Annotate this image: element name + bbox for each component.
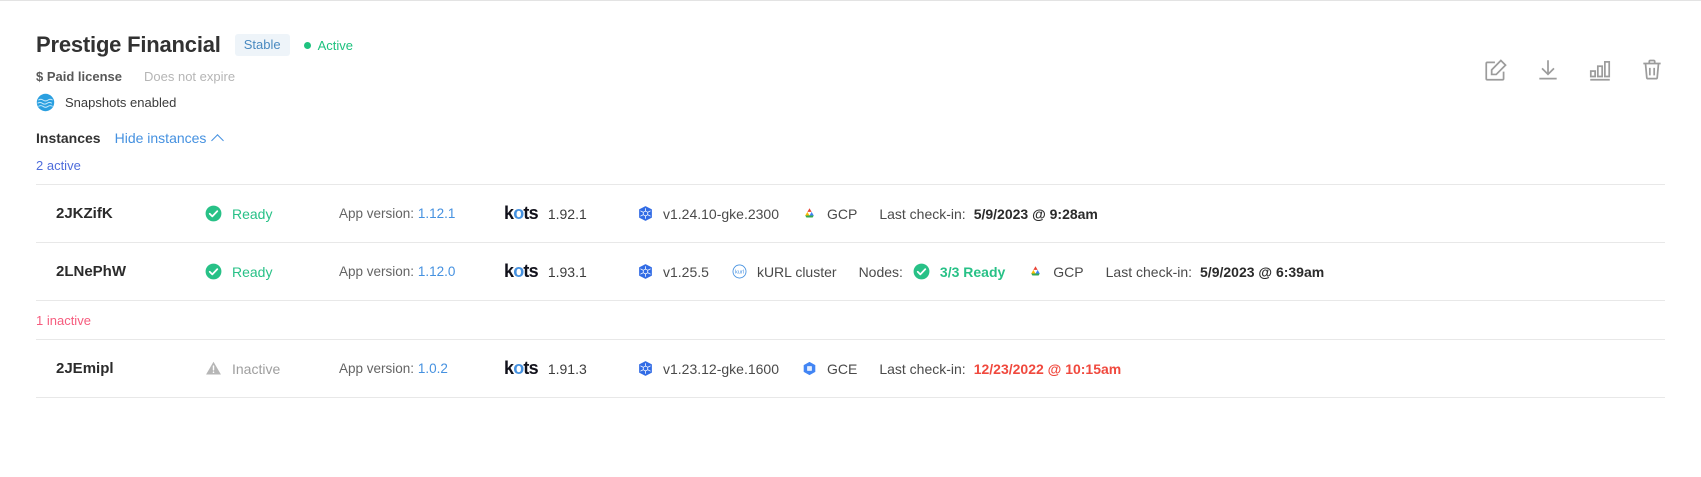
last-checkin-label: Last check-in: (879, 360, 966, 377)
license-row: $ Paid license Does not expire (36, 69, 1665, 84)
nodes-label: Nodes: (858, 263, 903, 280)
status-badge: Active (303, 37, 353, 53)
last-checkin-value: 5/9/2023 @ 9:28am (973, 205, 1098, 222)
instances-label: Instances (36, 130, 101, 146)
table-row[interactable]: 2LNePhW Ready App version: 1.12.0 kots 1… (36, 243, 1665, 300)
last-checkin: Last check-in: 12/23/2022 @ 10:15am (879, 361, 1121, 377)
app-version-label: App version: (339, 264, 415, 279)
edit-icon[interactable] (1483, 57, 1509, 83)
instance-status: Ready (204, 262, 339, 281)
kots-logo-icon: kots (504, 261, 539, 281)
download-icon[interactable] (1535, 57, 1561, 83)
gce-icon (803, 361, 816, 376)
check-circle-icon (205, 205, 222, 222)
app-header: Prestige Financial Stable Active (36, 0, 1665, 58)
last-checkin-value: 12/23/2022 @ 10:15am (973, 360, 1122, 377)
warning-triangle-icon (206, 361, 221, 375)
group-count-active: 2 active (36, 158, 81, 173)
check-circle-icon (913, 263, 930, 280)
last-checkin: Last check-in: 5/9/2023 @ 9:28am (879, 206, 1098, 222)
distribution: GCE (801, 360, 857, 377)
distribution: GCP (1027, 263, 1084, 280)
kots-logo-icon: kots (504, 358, 539, 378)
kubernetes-version: v1.24.10-gke.2300 (637, 205, 779, 222)
app-version-value[interactable]: 1.12.1 (417, 206, 456, 221)
kots-logo-icon: kots (504, 203, 539, 223)
action-toolbar (1483, 57, 1665, 83)
cluster-type-label: kURL cluster (756, 263, 837, 280)
toggle-instances-label: Hide instances (114, 130, 207, 146)
row-divider (36, 242, 1665, 243)
kots-version-value: 1.91.3 (547, 360, 587, 377)
kurl-icon: kurl (732, 264, 747, 279)
instance-status: Ready (204, 204, 339, 223)
row-divider (36, 339, 1665, 340)
top-divider (0, 0, 1701, 1)
table-row[interactable]: 2JKZifK Ready App version: 1.12.1 kots 1… (36, 185, 1665, 242)
kubernetes-icon (639, 206, 652, 221)
last-checkin-value: 5/9/2023 @ 6:39am (1200, 263, 1325, 280)
license-type: $ Paid license (36, 69, 122, 84)
snapshots-row: Snapshots enabled (36, 93, 1665, 112)
kots-version: kots 1.91.3 (504, 358, 637, 379)
page-title: Prestige Financial (36, 32, 221, 57)
gcp-icon (805, 208, 814, 218)
row-divider (36, 184, 1665, 185)
license-expiry: Does not expire (144, 69, 236, 84)
last-checkin-label: Last check-in: (879, 205, 966, 222)
kubernetes-icon (639, 361, 652, 376)
instance-status-label: Ready (232, 205, 273, 222)
kubernetes-version-value: v1.24.10-gke.2300 (663, 205, 779, 222)
kubernetes-version-value: v1.25.5 (663, 263, 709, 280)
kubernetes-version-value: v1.23.12-gke.1600 (663, 360, 779, 377)
kots-version: kots 1.92.1 (504, 203, 637, 224)
row-divider (36, 300, 1665, 301)
kots-version: kots 1.93.1 (504, 261, 637, 282)
channel-badge: Stable (234, 33, 290, 57)
distribution-label: GCP (1053, 263, 1084, 280)
kubernetes-version: v1.23.12-gke.1600 (637, 360, 779, 377)
instance-id: 2LNePhW (56, 263, 127, 280)
kots-version-value: 1.92.1 (547, 205, 587, 222)
snapshots-label: Snapshots enabled (65, 95, 177, 110)
nodes-value: 3/3 Ready (939, 263, 1006, 280)
instance-status-label: Ready (232, 263, 273, 280)
app-version: App version: 1.0.2 (339, 361, 504, 376)
metrics-icon[interactable] (1587, 57, 1613, 83)
distribution-label: GCE (826, 360, 858, 377)
app-version-label: App version: (339, 206, 415, 221)
group-count-inactive: 1 inactive (36, 313, 91, 328)
instances-header: Instances Hide instances (36, 130, 1665, 147)
instance-id: 2JKZifK (56, 205, 113, 222)
instance-status-label: Inactive (232, 360, 281, 377)
nodes-status: Nodes: 3/3 Ready (859, 262, 1006, 281)
kubernetes-version: v1.25.5 (637, 263, 709, 280)
last-checkin: Last check-in: 5/9/2023 @ 6:39am (1106, 264, 1325, 280)
status-label: Active (317, 37, 353, 53)
distribution: GCP (801, 205, 857, 222)
svg-text:kurl: kurl (735, 270, 744, 276)
kubernetes-icon (639, 264, 652, 279)
last-checkin-label: Last check-in: (1105, 263, 1193, 280)
app-version-value[interactable]: 1.12.0 (417, 264, 456, 279)
snapshot-icon (36, 93, 55, 112)
gcp-icon (1031, 266, 1041, 276)
table-row[interactable]: 2JEmipl Inactive App version: 1.0.2 kots… (36, 340, 1665, 397)
app-version-value[interactable]: 1.0.2 (417, 361, 448, 376)
kots-version-value: 1.93.1 (547, 263, 587, 280)
row-divider (36, 397, 1665, 398)
app-version: App version: 1.12.0 (339, 264, 504, 279)
check-circle-icon (205, 263, 222, 280)
instance-status: Inactive (204, 359, 339, 378)
distribution-label: GCP (826, 205, 858, 222)
toggle-instances-button[interactable]: Hide instances (114, 130, 225, 147)
instance-id: 2JEmipl (56, 360, 114, 377)
app-version: App version: 1.12.1 (339, 206, 504, 221)
chevron-up-icon (211, 133, 225, 147)
delete-icon[interactable] (1639, 57, 1665, 83)
cluster-type: kurl kURL cluster (731, 263, 837, 280)
app-version-label: App version: (339, 361, 415, 376)
status-dot-icon (303, 41, 311, 49)
